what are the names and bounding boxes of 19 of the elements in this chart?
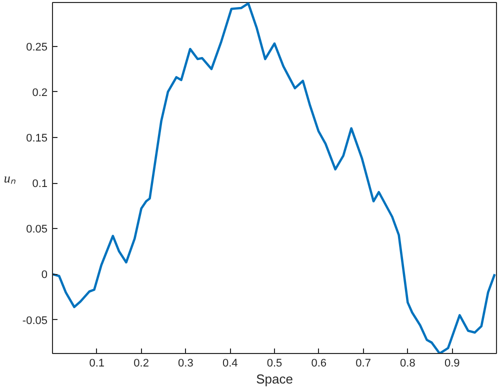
x-axis-title: Space	[256, 372, 293, 386]
x-tick-label: 0.2	[134, 358, 149, 370]
y-tick-label: -0.05	[22, 314, 48, 327]
y-tick-label: 0.25	[26, 41, 48, 54]
y-tick-label: 0	[41, 269, 48, 282]
x-tick-label: 0.8	[400, 358, 416, 370]
x-tick-label: 0.4	[222, 358, 238, 370]
x-tick-label: 0.5	[266, 358, 282, 370]
x-tick-label: 0.3	[178, 358, 194, 370]
x-tick-label: 0.7	[356, 358, 371, 370]
x-tick-label: 0.1	[89, 358, 105, 370]
x-tick-label: 0.6	[311, 358, 327, 370]
y-axis-title: uₙ	[4, 170, 16, 186]
y-tick-label: 0.15	[26, 132, 48, 144]
x-tick-label: 0.9	[444, 358, 460, 370]
y-tick-label: 0.1	[32, 178, 48, 190]
y-tick-label: 0.05	[26, 224, 48, 236]
y-tick-label: 0.2	[32, 86, 48, 99]
line-series	[52, 2, 496, 354]
